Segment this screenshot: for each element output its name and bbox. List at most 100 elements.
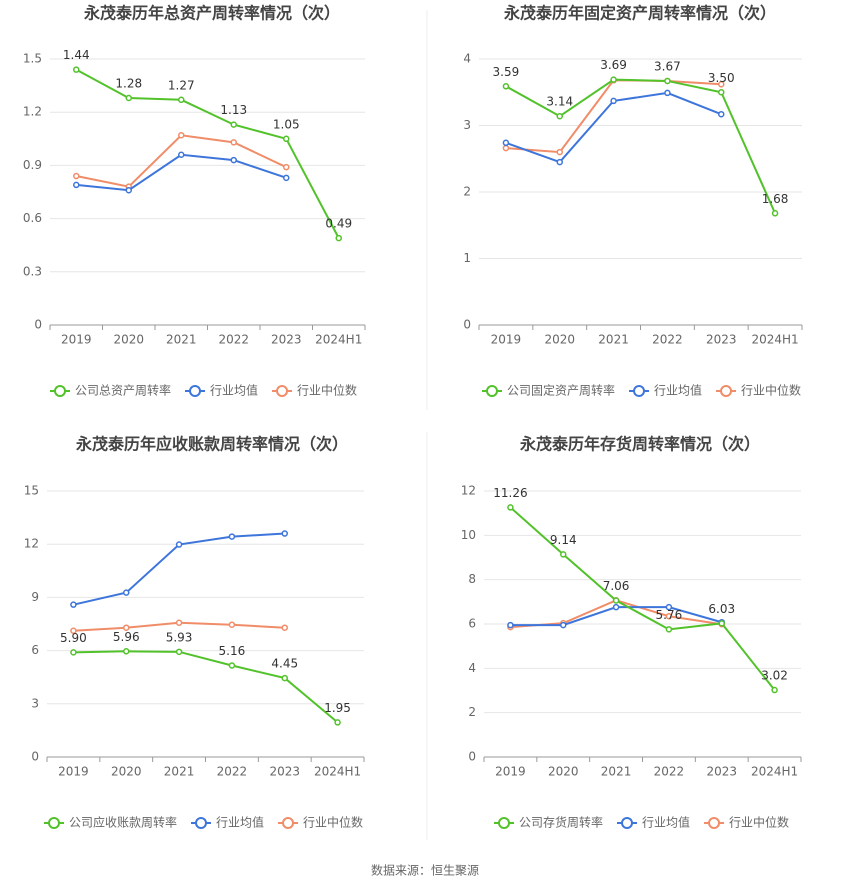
legend-label: 公司存货周转率 [519, 815, 603, 830]
point [228, 621, 236, 628]
data-label: 3.50 [708, 71, 735, 85]
y-tick-label: 3 [31, 696, 39, 710]
point [502, 83, 510, 90]
point [283, 174, 290, 182]
point [718, 110, 725, 118]
series-line [76, 153, 287, 192]
y-tick-label: 0 [31, 750, 39, 764]
x-tick-label: 2019 [58, 765, 89, 779]
point [610, 76, 617, 83]
point [283, 163, 290, 171]
point [70, 627, 77, 634]
legend-marker [276, 385, 289, 397]
x-tick-label: 2022 [652, 333, 683, 347]
legend-marker [621, 817, 634, 829]
y-tick-label: 0.6 [23, 211, 42, 225]
data-label: 9.14 [550, 533, 577, 547]
y-tick-label: 4 [468, 661, 476, 675]
point [73, 66, 80, 73]
x-tick-label: 2022 [218, 333, 249, 347]
series-line [505, 78, 776, 214]
point [556, 158, 563, 166]
legend-marker [720, 385, 733, 397]
point [175, 619, 183, 627]
data-label: 3.67 [654, 59, 681, 73]
point [175, 648, 183, 656]
point [665, 626, 673, 633]
series-line [509, 506, 776, 691]
legend-marker [633, 385, 646, 397]
point [665, 612, 673, 620]
point [73, 181, 80, 189]
legend-label: 行业均值 [654, 383, 702, 398]
series-line [73, 650, 339, 724]
point [556, 112, 563, 120]
point [612, 597, 620, 604]
legend-label: 行业中位数 [741, 383, 801, 398]
chart-title: 永茂泰历年总资产周转率情况（次） [83, 4, 340, 23]
point [612, 603, 620, 611]
data-label: 5.93 [166, 630, 193, 644]
point [73, 172, 80, 180]
x-tick-label: 2019 [491, 333, 522, 347]
point [334, 719, 341, 726]
point [281, 674, 288, 682]
data-label: 5.16 [219, 644, 246, 658]
legend-marker [48, 817, 60, 829]
y-tick-label: 0 [463, 318, 471, 332]
y-tick-label: 3 [463, 118, 471, 132]
y-tick-label: 6 [31, 643, 39, 657]
y-tick-label: 12 [24, 537, 39, 551]
x-tick-label: 2024H1 [314, 765, 361, 779]
legend-label: 行业均值 [210, 383, 258, 398]
legend-label: 公司固定资产周转率 [507, 383, 615, 398]
x-tick-label: 2023 [269, 765, 300, 779]
y-tick-label: 12 [461, 484, 476, 498]
x-tick-label: 2021 [164, 765, 195, 779]
y-tick-label: 1 [463, 251, 471, 265]
source: 数据来源：恒生聚源 [371, 863, 479, 878]
series-line [75, 68, 340, 239]
data-label: 5.76 [656, 608, 683, 622]
point [281, 530, 288, 537]
point [230, 121, 237, 128]
point [123, 624, 130, 631]
legend-label: 行业中位数 [297, 383, 357, 398]
y-tick-label: 0 [34, 318, 42, 332]
data-label: 3.02 [761, 669, 788, 683]
series-line [76, 134, 287, 188]
point [125, 186, 132, 194]
y-tick-label: 0 [468, 750, 476, 764]
point [556, 148, 563, 156]
y-tick-label: 2 [463, 185, 471, 199]
y-tick-label: 0.3 [23, 264, 42, 278]
point [125, 94, 132, 102]
legend-label: 行业中位数 [303, 815, 363, 830]
point [507, 504, 514, 511]
data-label: 1.28 [115, 77, 142, 91]
data-label: 1.44 [63, 48, 90, 62]
data-label: 3.14 [546, 95, 573, 109]
x-tick-label: 2021 [598, 333, 629, 347]
legend-label: 公司总资产周转率 [75, 383, 171, 398]
legend-marker [195, 817, 208, 829]
x-tick-label: 2023 [706, 333, 737, 347]
data-label: 3.59 [493, 65, 520, 79]
data-label: 3.69 [600, 58, 627, 72]
point [502, 139, 510, 147]
y-tick-label: 1.5 [23, 52, 42, 66]
chart-title: 永茂泰历年存货周转率情况（次） [519, 435, 760, 454]
point [664, 89, 671, 97]
point [718, 620, 725, 627]
point [228, 533, 236, 540]
point [718, 81, 725, 88]
point [178, 132, 185, 139]
point [610, 97, 617, 105]
x-tick-label: 2021 [601, 765, 632, 779]
legend-marker [498, 817, 510, 829]
chart-title: 永茂泰历年固定资产周转率情况（次） [503, 4, 776, 23]
y-tick-label: 1.2 [23, 105, 42, 119]
x-tick-label: 2021 [166, 333, 197, 347]
point [175, 541, 183, 548]
